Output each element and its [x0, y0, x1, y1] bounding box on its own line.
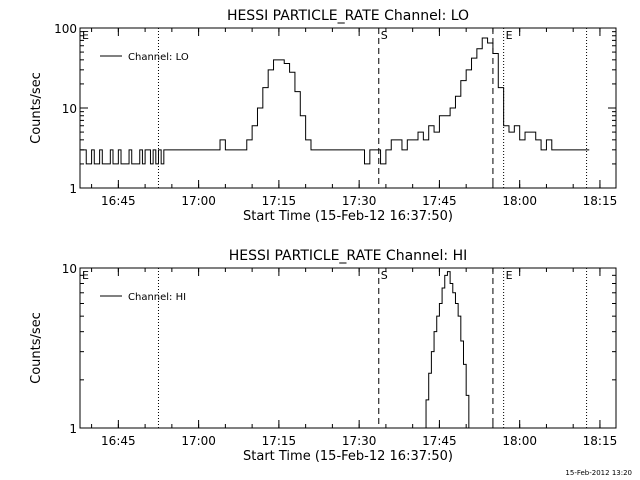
x-tick-label: 17:45 — [422, 194, 457, 208]
marker-label: E — [82, 29, 89, 42]
y-tick-label: 100 — [54, 22, 77, 36]
x-tick-label: 17:00 — [181, 434, 216, 448]
legend-label: Channel: LO — [128, 52, 189, 63]
x-tick-label: 16:45 — [101, 194, 136, 208]
series-line — [80, 37, 590, 165]
y-axis-label: Counts/sec — [29, 312, 44, 384]
x-tick-label: 17:15 — [262, 434, 297, 448]
x-tick-label: 17:30 — [342, 434, 377, 448]
x-tick-label: 18:00 — [502, 434, 537, 448]
x-tick-label: 18:15 — [583, 194, 618, 208]
x-tick-label: 17:30 — [342, 194, 377, 208]
footer-timestamp: 15-Feb-2012 13:20 — [565, 469, 632, 477]
y-tick-label: 1 — [69, 182, 77, 196]
marker-label: S — [381, 269, 388, 282]
marker-label: S — [381, 29, 388, 42]
y-axis-label: Counts/sec — [29, 72, 44, 144]
plot-frame — [79, 267, 617, 429]
x-tick-label: 16:45 — [101, 434, 136, 448]
marker-label: E — [506, 29, 513, 42]
marker-label: E — [506, 269, 513, 282]
marker-label: E — [82, 269, 89, 282]
chart-panel-1: HESSI PARTICLE_RATE Channel: HI 16:45 17:0… — [29, 248, 617, 464]
series-line — [422, 271, 473, 428]
legend-label: Channel: HI — [128, 292, 186, 303]
x-tick-label: 18:00 — [502, 194, 537, 208]
y-tick-label: 10 — [62, 102, 77, 116]
x-tick-label: 18:15 — [583, 434, 618, 448]
y-tick-label: 1 — [69, 422, 77, 436]
x-axis-label: Start Time (15-Feb-12 16:37:50) — [243, 449, 453, 464]
chart-title: HESSI PARTICLE_RATE Channel: LO — [227, 8, 469, 24]
x-tick-label: 17:00 — [181, 194, 216, 208]
x-tick-label: 17:15 — [262, 194, 297, 208]
x-axis-label: Start Time (15-Feb-12 16:37:50) — [243, 209, 453, 224]
x-tick-label: 17:45 — [422, 434, 457, 448]
y-tick-label: 10 — [62, 262, 77, 276]
chart-title: HESSI PARTICLE_RATE Channel: HI — [229, 248, 467, 264]
chart-panel-0: HESSI PARTICLE_RATE Channel: LO 16:45 17:0… — [29, 8, 617, 224]
